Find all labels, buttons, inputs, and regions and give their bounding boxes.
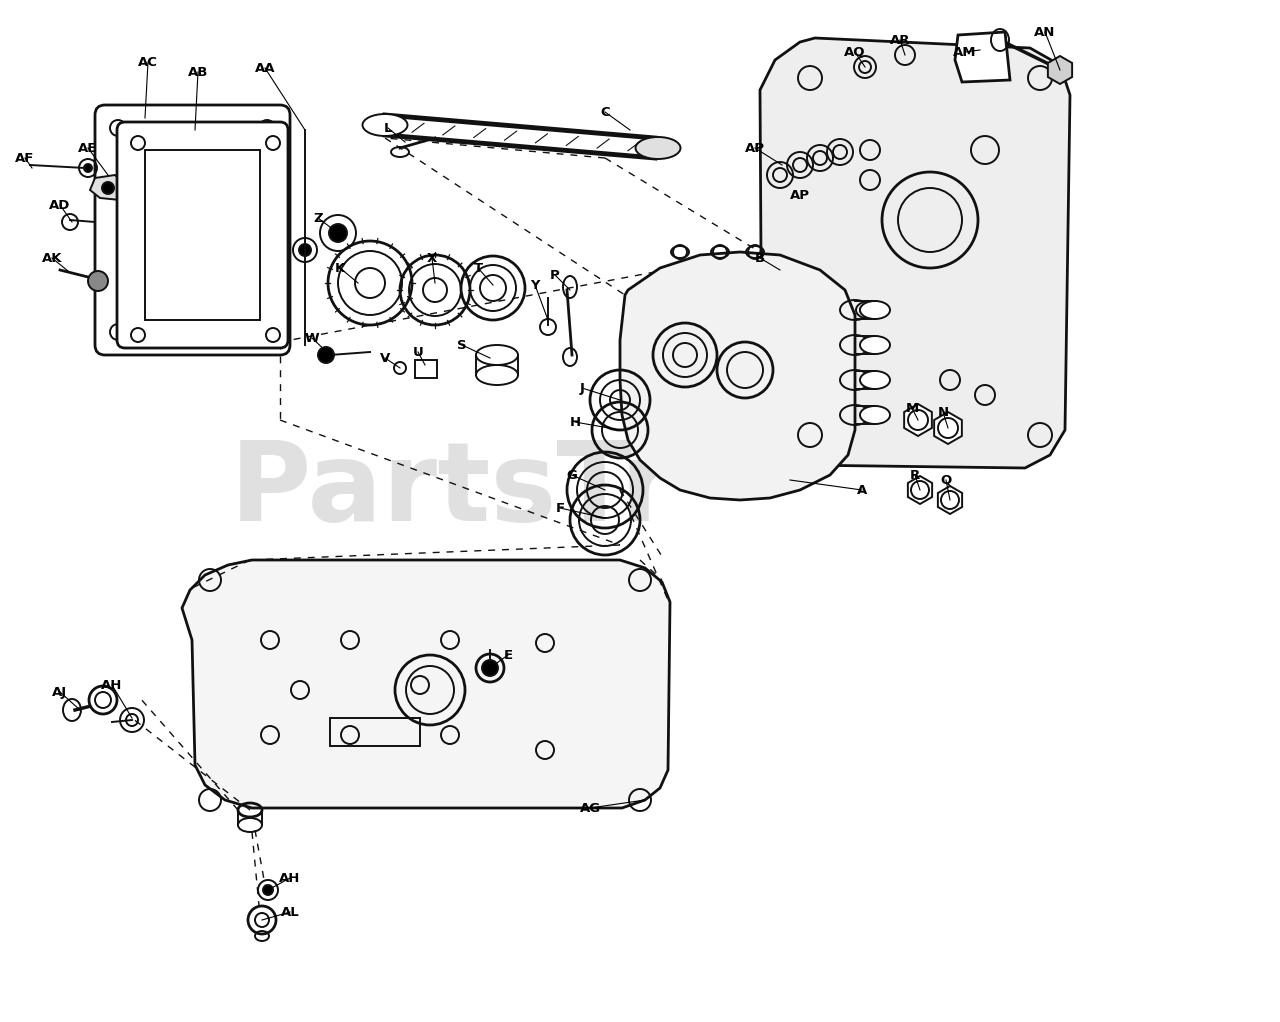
Text: AJ: AJ bbox=[52, 686, 68, 698]
Text: AK: AK bbox=[42, 251, 63, 265]
Text: R: R bbox=[910, 468, 920, 481]
Circle shape bbox=[248, 905, 276, 934]
Text: AL: AL bbox=[280, 905, 300, 919]
Text: AP: AP bbox=[745, 141, 765, 154]
Ellipse shape bbox=[860, 406, 890, 424]
Circle shape bbox=[102, 182, 114, 194]
Text: E: E bbox=[503, 649, 512, 661]
Polygon shape bbox=[904, 404, 932, 436]
Circle shape bbox=[329, 224, 347, 242]
Circle shape bbox=[262, 885, 273, 895]
Text: AM: AM bbox=[954, 46, 977, 58]
Text: Z: Z bbox=[314, 212, 323, 225]
Text: B: B bbox=[755, 251, 765, 265]
Text: V: V bbox=[380, 352, 390, 365]
Bar bbox=[330, 718, 420, 746]
Text: P: P bbox=[550, 269, 559, 281]
Text: G: G bbox=[567, 468, 577, 481]
Text: AQ: AQ bbox=[845, 46, 865, 58]
Circle shape bbox=[88, 271, 108, 291]
Polygon shape bbox=[620, 252, 855, 500]
Ellipse shape bbox=[860, 336, 890, 354]
Text: AC: AC bbox=[138, 55, 157, 68]
Text: A: A bbox=[856, 483, 867, 497]
Text: H: H bbox=[570, 416, 581, 428]
Text: AB: AB bbox=[188, 65, 209, 79]
Polygon shape bbox=[760, 38, 1070, 468]
Polygon shape bbox=[955, 32, 1010, 82]
FancyBboxPatch shape bbox=[116, 122, 288, 349]
Text: X: X bbox=[426, 251, 438, 265]
Text: AH: AH bbox=[101, 679, 123, 692]
Text: PartsTr: PartsTr bbox=[230, 436, 676, 544]
Circle shape bbox=[90, 686, 116, 714]
Text: W: W bbox=[305, 331, 319, 344]
Polygon shape bbox=[938, 486, 963, 514]
Circle shape bbox=[483, 660, 498, 676]
Text: AN: AN bbox=[1034, 26, 1056, 39]
Circle shape bbox=[355, 268, 385, 298]
Circle shape bbox=[300, 244, 311, 256]
Text: AP: AP bbox=[790, 188, 810, 201]
Polygon shape bbox=[934, 412, 961, 444]
Text: K: K bbox=[335, 262, 346, 275]
Text: AF: AF bbox=[15, 151, 35, 165]
Text: AH: AH bbox=[279, 872, 301, 884]
Text: T: T bbox=[474, 262, 483, 275]
Polygon shape bbox=[1048, 56, 1073, 84]
Text: AE: AE bbox=[78, 141, 97, 154]
Text: J: J bbox=[580, 381, 585, 394]
Polygon shape bbox=[90, 175, 125, 200]
Polygon shape bbox=[908, 476, 932, 504]
Text: AA: AA bbox=[255, 61, 275, 75]
Bar bbox=[145, 150, 260, 320]
Polygon shape bbox=[182, 560, 669, 808]
Text: Q: Q bbox=[941, 473, 951, 486]
Text: U: U bbox=[412, 345, 424, 359]
Bar bbox=[415, 360, 436, 378]
Ellipse shape bbox=[362, 114, 407, 136]
Text: C: C bbox=[600, 105, 609, 119]
Text: AD: AD bbox=[50, 198, 70, 212]
Text: L: L bbox=[384, 122, 392, 135]
Ellipse shape bbox=[635, 137, 681, 159]
Text: M: M bbox=[905, 402, 919, 415]
Text: F: F bbox=[556, 502, 564, 514]
Circle shape bbox=[422, 278, 447, 301]
Circle shape bbox=[317, 347, 334, 363]
Text: AR: AR bbox=[890, 34, 910, 46]
Circle shape bbox=[84, 164, 92, 172]
Text: S: S bbox=[457, 338, 467, 352]
Text: Y: Y bbox=[530, 279, 540, 291]
Text: N: N bbox=[937, 406, 948, 418]
Ellipse shape bbox=[860, 371, 890, 389]
Ellipse shape bbox=[860, 301, 890, 319]
Text: AG: AG bbox=[580, 801, 600, 815]
